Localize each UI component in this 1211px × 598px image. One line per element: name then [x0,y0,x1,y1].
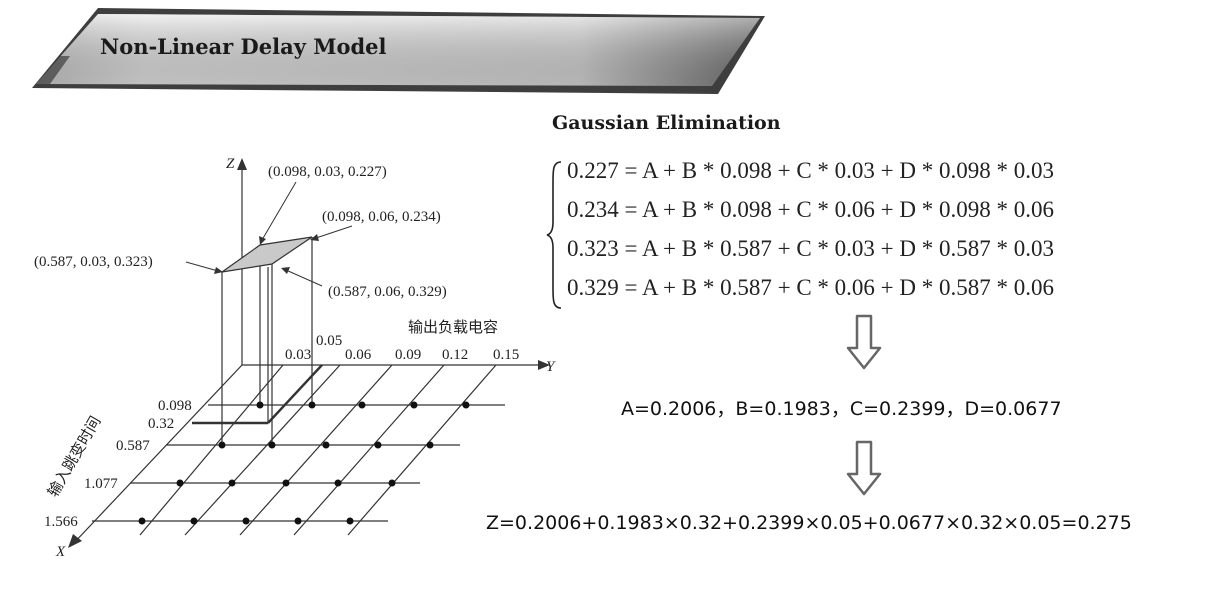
y-tick-label: 0.06 [345,347,372,363]
callout-arrowhead [310,234,319,241]
grid-dot [358,401,366,409]
callout-arrow [315,225,353,239]
y-axis-title: 输出负载电容 [408,318,498,336]
grid-dot [388,479,396,487]
grid-dot [410,401,418,409]
z-axis-arrow [237,158,247,170]
nldm-3d-diagram: Z Y X (0.098, 0.03, 0.227) (0.098, 0.06,… [34,156,556,560]
equation-row: 0.227 = A + B * 0.098 + C * 0.03 + D * 0… [567,158,1054,183]
grid-dot [242,517,250,525]
x-tick-label: 0.587 [116,438,150,454]
down-arrow-icon [846,314,882,370]
grid-dot [138,517,146,525]
callout-arrowhead [281,267,290,274]
grid-dot [268,441,276,449]
point-label: (0.587, 0.06, 0.329) [328,284,447,300]
grid-dot [218,441,226,449]
x-tick-label: 0.32 [148,416,174,432]
callout-arrowhead [214,267,223,274]
point-label: (0.587, 0.03, 0.323) [34,254,153,270]
x-axis [71,364,243,546]
grid-dot [176,479,184,487]
callout-arrow [185,261,219,272]
x-axis-label: X [55,544,66,560]
grid-dot [334,479,342,487]
grid-col-003 [139,364,284,536]
point-label: (0.098, 0.03, 0.227) [268,164,387,180]
y-tick-label: 0.03 [285,347,311,363]
grid-dot [294,517,302,525]
x-tick-label: 1.077 [84,476,118,492]
callout-arrowhead [259,236,266,245]
equation-row: 0.234 = A + B * 0.098 + C * 0.06 + D * 0… [567,197,1054,222]
grid-dot [308,401,316,409]
left-brace [546,161,562,309]
grid-col-012 [293,364,445,536]
grid-dot [346,517,354,525]
grid-col-015 [347,364,497,536]
title-banner [32,8,765,94]
grid-col-009 [239,364,393,536]
callout-arrow [261,181,297,241]
section-title: Gaussian Elimination [552,112,781,134]
grid-dot [426,441,434,449]
grid-dot [374,441,382,449]
y-tick-label: 0.15 [493,347,519,363]
solution-line: A=0.2006，B=0.1983，C=0.2399，D=0.0677 [621,398,1062,420]
down-arrow-icon [846,440,882,496]
grid-dot [282,479,290,487]
grid-dot [256,401,264,409]
x-tick-label: 0.098 [158,398,192,414]
y-tick-label: 0.05 [316,333,342,349]
y-axis-label: Y [546,359,556,375]
point-label: (0.098, 0.06, 0.234) [322,209,441,225]
x-tick-label: 1.566 [44,514,78,530]
equation-row: 0.323 = A + B * 0.587 + C * 0.03 + D * 0… [567,236,1054,261]
banner-title: Non-Linear Delay Model [100,34,387,59]
callout-arrow [285,269,323,287]
grid-col-006 [184,364,341,536]
grid-dot [462,401,470,409]
final-result: Z=0.2006+0.1983×0.32+0.2399×0.05+0.0677×… [486,512,1132,534]
z-axis-label: Z [226,156,235,172]
surface-patch [221,236,313,273]
equation-row: 0.329 = A + B * 0.587 + C * 0.06 + D * 0… [567,275,1054,300]
y-tick-label: 0.09 [395,347,421,363]
guide-y-005 [267,364,323,424]
y-axis-arrow [538,360,550,370]
grid-dot [228,479,236,487]
x-axis-arrow [68,534,82,548]
grid-dot [322,441,330,449]
y-tick-label: 0.12 [442,347,468,363]
grid-dot [190,517,198,525]
